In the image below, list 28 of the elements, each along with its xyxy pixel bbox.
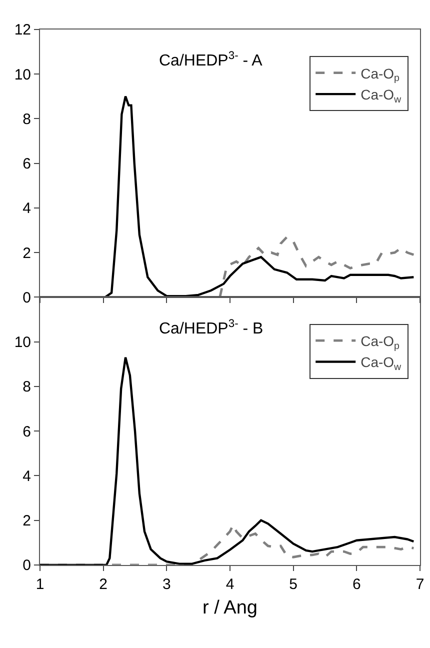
y-tick-label: 6: [22, 156, 31, 173]
x-tick-label: 6: [352, 576, 361, 593]
y-tick-label: 6: [22, 423, 31, 440]
annotation: Ca/HEDP$^{3-}$ - B: [159, 318, 264, 338]
y-tick-label: 8: [22, 110, 31, 128]
x-tick-label: 5: [289, 576, 298, 593]
annotation: Ca/HEDP$^{3-}$ - A: [159, 50, 263, 70]
x-tick-label: 4: [226, 576, 234, 593]
y-tick-label: 10: [14, 66, 31, 84]
legend-label: Ca-O$_{p}$: [360, 65, 400, 84]
y-tick-label: 2: [22, 512, 31, 530]
x-tick-label: 2: [99, 576, 108, 593]
x-tick-label: 1: [36, 576, 44, 593]
y-tick-label: 4: [22, 468, 31, 485]
x-tick-label: 3: [162, 576, 171, 593]
y-tick-label: 4: [22, 200, 31, 218]
y-tick-label: 8: [22, 378, 31, 396]
y-tick-label: 10: [14, 334, 31, 352]
x-axis-title: r / Ang: [202, 598, 258, 619]
y-tick-label: 0: [22, 289, 31, 306]
legend-label: Ca-O$_{p}$: [360, 333, 400, 352]
y-tick-label: 2: [22, 244, 31, 262]
legend-label: Ca-O$_{w}$: [360, 354, 402, 374]
line-series: [40, 356, 415, 565]
y-tick-label: 0: [22, 557, 31, 574]
y-tick-label: 12: [14, 22, 31, 39]
legend-label: Ca-O$_{w}$: [360, 86, 402, 106]
x-tick-label: 7: [416, 576, 424, 593]
